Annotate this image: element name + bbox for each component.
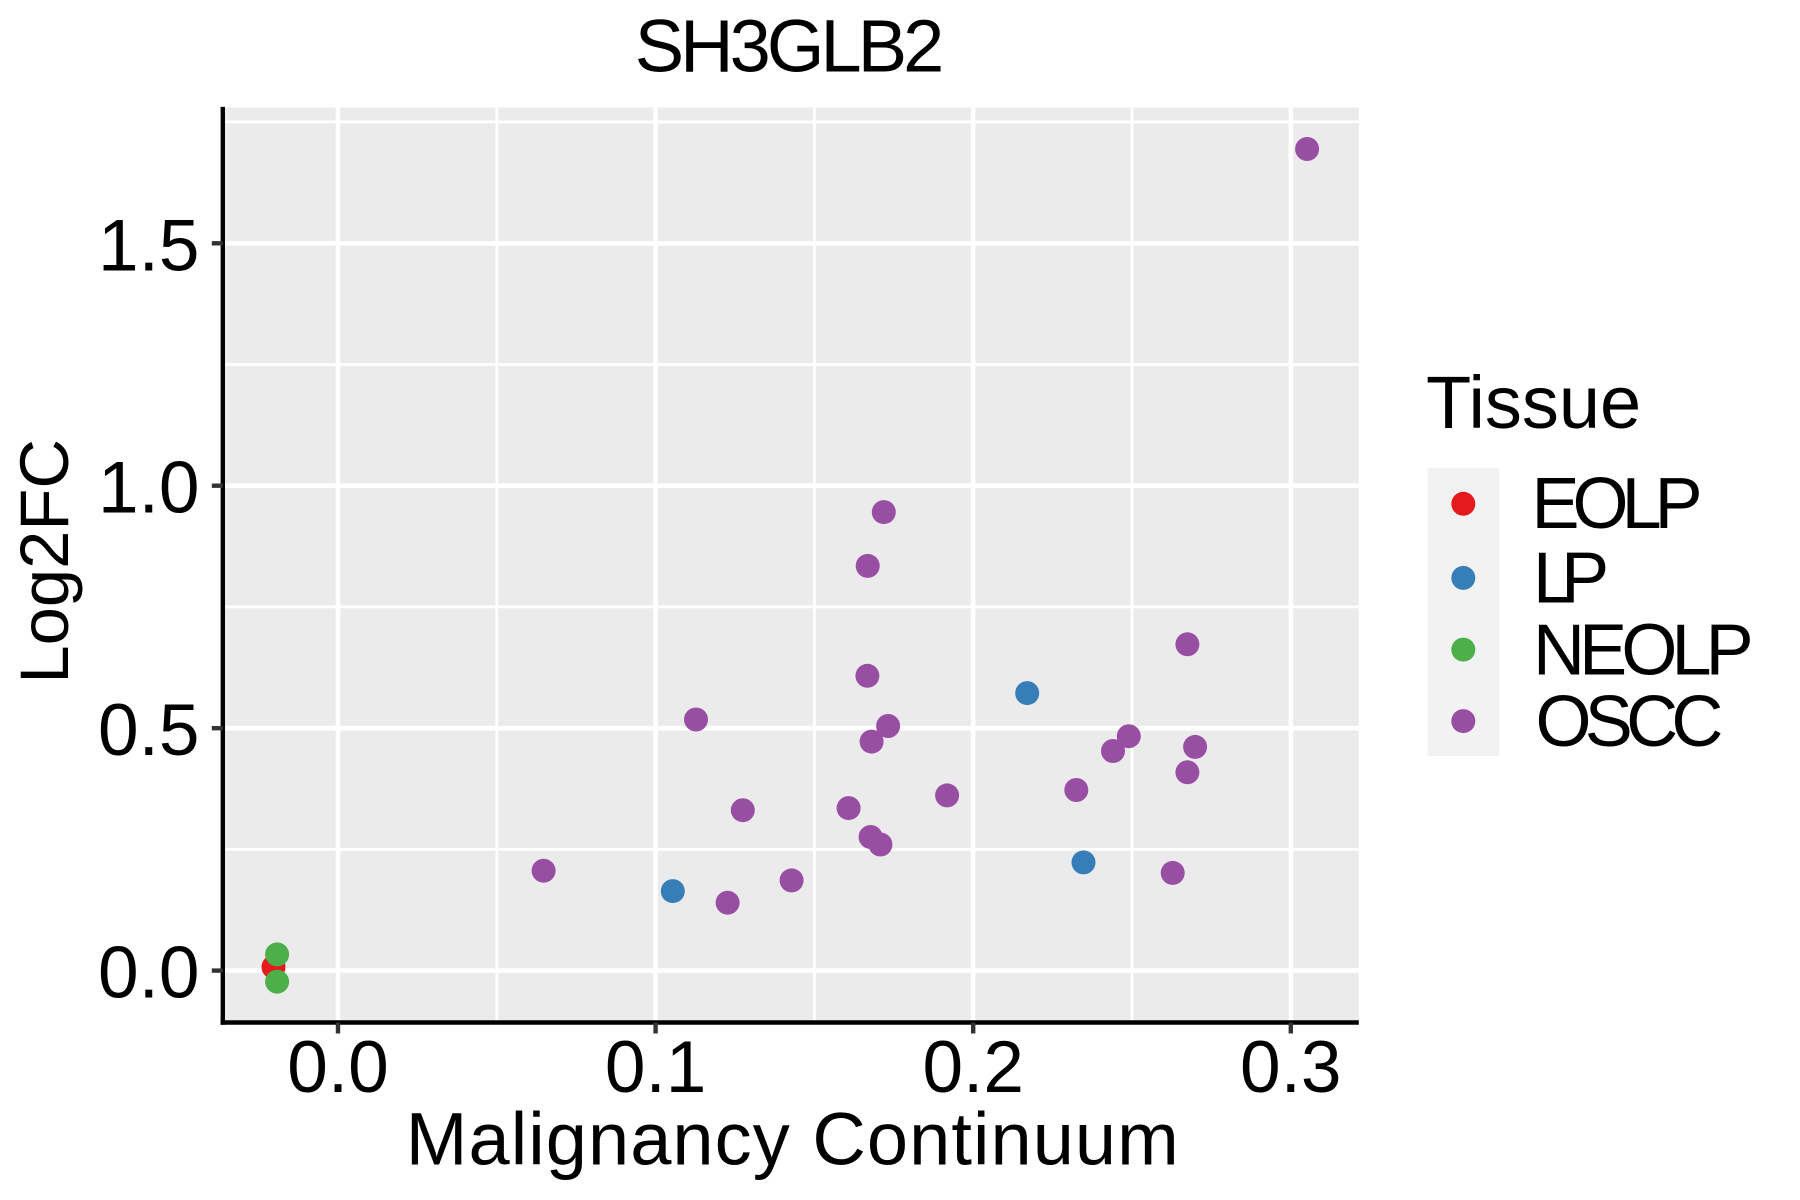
svg-text:LP: LP [1533,539,1609,619]
svg-text:Tissue: Tissue [1426,361,1641,444]
svg-text:0.2: 0.2 [922,1027,1023,1108]
svg-text:EOLP: EOLP [1532,464,1703,544]
svg-text:1.0: 1.0 [98,448,199,529]
svg-text:Malignancy Continuum: Malignancy Continuum [406,1098,1179,1181]
svg-text:0.5: 0.5 [98,690,199,771]
svg-text:SH3GLB2: SH3GLB2 [635,5,945,88]
svg-text:Log2FC: Log2FC [6,439,83,684]
svg-text:OSCC: OSCC [1536,682,1724,762]
svg-text:0.0: 0.0 [287,1027,388,1108]
svg-text:0.1: 0.1 [605,1027,706,1108]
svg-text:NEOLP: NEOLP [1533,610,1754,690]
svg-text:0.3: 0.3 [1240,1027,1341,1108]
svg-text:1.5: 1.5 [98,205,199,286]
svg-text:0.0: 0.0 [98,933,199,1014]
